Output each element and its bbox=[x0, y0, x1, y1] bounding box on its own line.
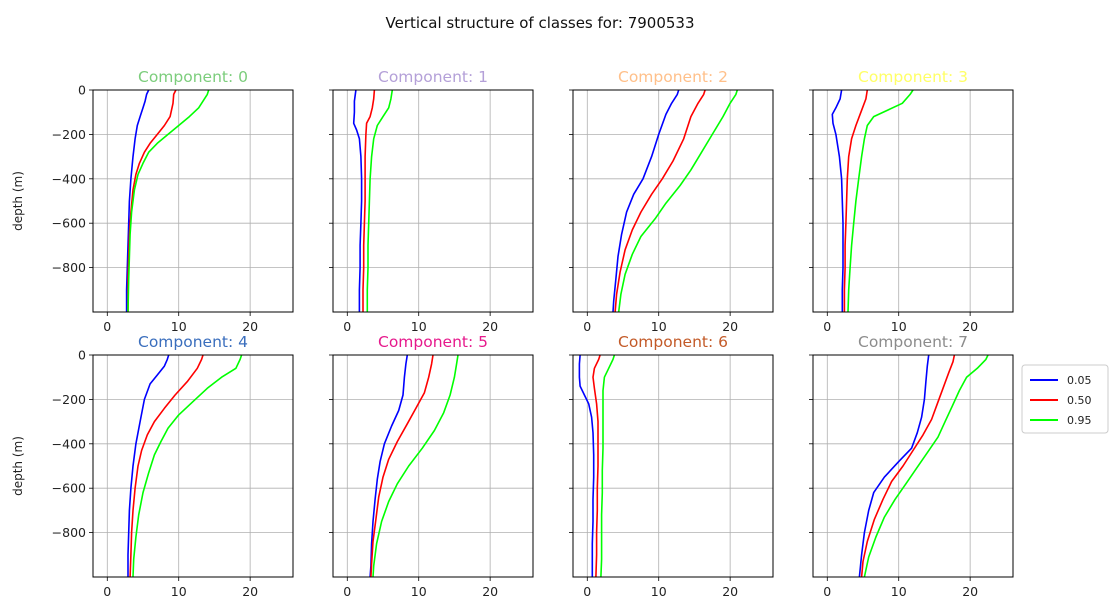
panel-title: Component: 0 bbox=[138, 68, 248, 86]
x-tick-label-0: 0 bbox=[343, 319, 351, 334]
y-tick-label-3: −600 bbox=[52, 216, 86, 231]
y-tick-label-1: −200 bbox=[52, 392, 86, 407]
x-tick-label-0: 0 bbox=[583, 319, 591, 334]
y-tick-label-0: 0 bbox=[78, 83, 86, 98]
panel-2: 0 10 20 Component: 2 bbox=[569, 68, 774, 334]
x-tick-label-1: 10 bbox=[411, 319, 427, 334]
series-line-0.50 bbox=[370, 354, 434, 578]
series-line-0.95 bbox=[600, 354, 616, 578]
x-tick-label-0: 0 bbox=[583, 584, 591, 599]
legend-label-0.95: 0.95 bbox=[1067, 414, 1092, 427]
x-tick-label-0: 0 bbox=[823, 584, 831, 599]
series-line-0.05 bbox=[612, 89, 680, 313]
y-tick-label-1: −200 bbox=[52, 127, 86, 142]
panels: 0 10 20 0 −200 −400 −600 −800 depth (m) Component… bbox=[11, 68, 1014, 599]
series-line-0.50 bbox=[592, 354, 601, 578]
series-line-0.50 bbox=[843, 89, 869, 312]
x-tick-label-2: 20 bbox=[242, 319, 258, 334]
axes-frame bbox=[332, 89, 534, 313]
series-line-0.50 bbox=[129, 354, 204, 578]
legend: 0.05 0.50 0.95 bbox=[1021, 364, 1109, 434]
y-tick-label-4: −800 bbox=[52, 525, 86, 540]
x-tick-label-1: 10 bbox=[171, 319, 187, 334]
series-line-0.05 bbox=[352, 89, 363, 312]
figure-title: Vertical structure of classes for: 79005… bbox=[385, 14, 694, 32]
y-tick-label-0: 0 bbox=[78, 348, 86, 363]
x-tick-label-2: 20 bbox=[722, 584, 738, 599]
y-axis-label: depth (m) bbox=[11, 436, 25, 496]
series-line-0.95 bbox=[366, 89, 394, 312]
x-tick-label-0: 0 bbox=[103, 319, 111, 334]
x-tick-label-2: 20 bbox=[242, 584, 258, 599]
x-tick-label-2: 20 bbox=[962, 319, 978, 334]
series-line-0.50 bbox=[362, 89, 376, 312]
series-line-0.05 bbox=[578, 354, 595, 577]
axes-frame bbox=[812, 89, 1014, 313]
axes-frame bbox=[92, 89, 294, 313]
series-line-0.05 bbox=[831, 89, 844, 312]
y-axis-label: depth (m) bbox=[11, 171, 25, 231]
y-tick-label-4: −800 bbox=[52, 260, 86, 275]
series-line-0.95 bbox=[847, 89, 914, 313]
y-tick-label-2: −400 bbox=[52, 436, 86, 451]
x-tick-label-1: 10 bbox=[651, 584, 667, 599]
x-tick-label-1: 10 bbox=[651, 319, 667, 334]
series-line-0.95 bbox=[372, 354, 459, 578]
panel-4: 0 10 20 0 −200 −400 −600 −800 depth (m) Component… bbox=[11, 333, 294, 599]
panel-title: Component: 1 bbox=[378, 68, 488, 86]
series-line-0.95 bbox=[132, 354, 243, 578]
axes-frame bbox=[92, 354, 294, 578]
axes-frame bbox=[572, 89, 774, 313]
x-tick-label-1: 10 bbox=[891, 584, 907, 599]
x-tick-label-0: 0 bbox=[823, 319, 831, 334]
legend-box bbox=[1021, 364, 1109, 434]
series-line-0.05 bbox=[858, 354, 930, 578]
x-tick-label-2: 20 bbox=[962, 584, 978, 599]
axes-frame bbox=[332, 354, 534, 578]
panel-title: Component: 6 bbox=[618, 333, 728, 351]
series-line-0.50 bbox=[614, 89, 706, 313]
panel-6: 0 10 20 Component: 6 bbox=[569, 333, 774, 599]
x-tick-label-2: 20 bbox=[482, 584, 498, 599]
x-tick-label-1: 10 bbox=[171, 584, 187, 599]
panel-1: 0 10 20 Component: 1 bbox=[329, 68, 534, 334]
x-tick-label-2: 20 bbox=[482, 319, 498, 334]
x-tick-label-2: 20 bbox=[722, 319, 738, 334]
x-tick-label-1: 10 bbox=[891, 319, 907, 334]
panel-title: Component: 4 bbox=[138, 333, 248, 351]
axes-frame bbox=[812, 354, 1014, 578]
x-tick-label-1: 10 bbox=[411, 584, 427, 599]
series-line-0.05 bbox=[369, 354, 409, 578]
series-line-0.95 bbox=[617, 89, 739, 313]
panel-0: 0 10 20 0 −200 −400 −600 −800 depth (m) Component… bbox=[11, 68, 294, 334]
panel-title: Component: 3 bbox=[858, 68, 968, 86]
panel-7: 0 10 20 Component: 7 bbox=[809, 333, 1014, 599]
panel-title: Component: 2 bbox=[618, 68, 728, 86]
y-tick-label-2: −400 bbox=[52, 171, 86, 186]
panel-title: Component: 7 bbox=[858, 333, 968, 351]
x-tick-label-0: 0 bbox=[343, 584, 351, 599]
series-line-0.50 bbox=[860, 354, 956, 578]
panel-title: Component: 5 bbox=[378, 333, 488, 351]
series-line-0.05 bbox=[125, 89, 150, 312]
x-tick-label-0: 0 bbox=[103, 584, 111, 599]
axes-frame bbox=[572, 354, 774, 578]
series-line-0.95 bbox=[127, 89, 210, 313]
series-line-0.95 bbox=[863, 354, 989, 578]
legend-label-0.50: 0.50 bbox=[1067, 394, 1092, 407]
legend-label-0.05: 0.05 bbox=[1067, 374, 1092, 387]
panel-3: 0 10 20 Component: 3 bbox=[809, 68, 1014, 334]
panel-5: 0 10 20 Component: 5 bbox=[329, 333, 534, 599]
y-tick-label-3: −600 bbox=[52, 481, 86, 496]
series-line-0.05 bbox=[127, 354, 170, 577]
